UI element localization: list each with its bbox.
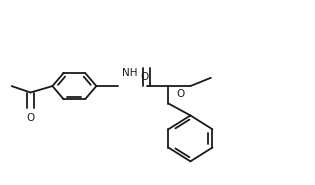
Text: NH: NH [122,68,137,78]
Text: O: O [176,89,185,99]
Text: O: O [140,72,148,82]
Text: O: O [26,113,35,123]
